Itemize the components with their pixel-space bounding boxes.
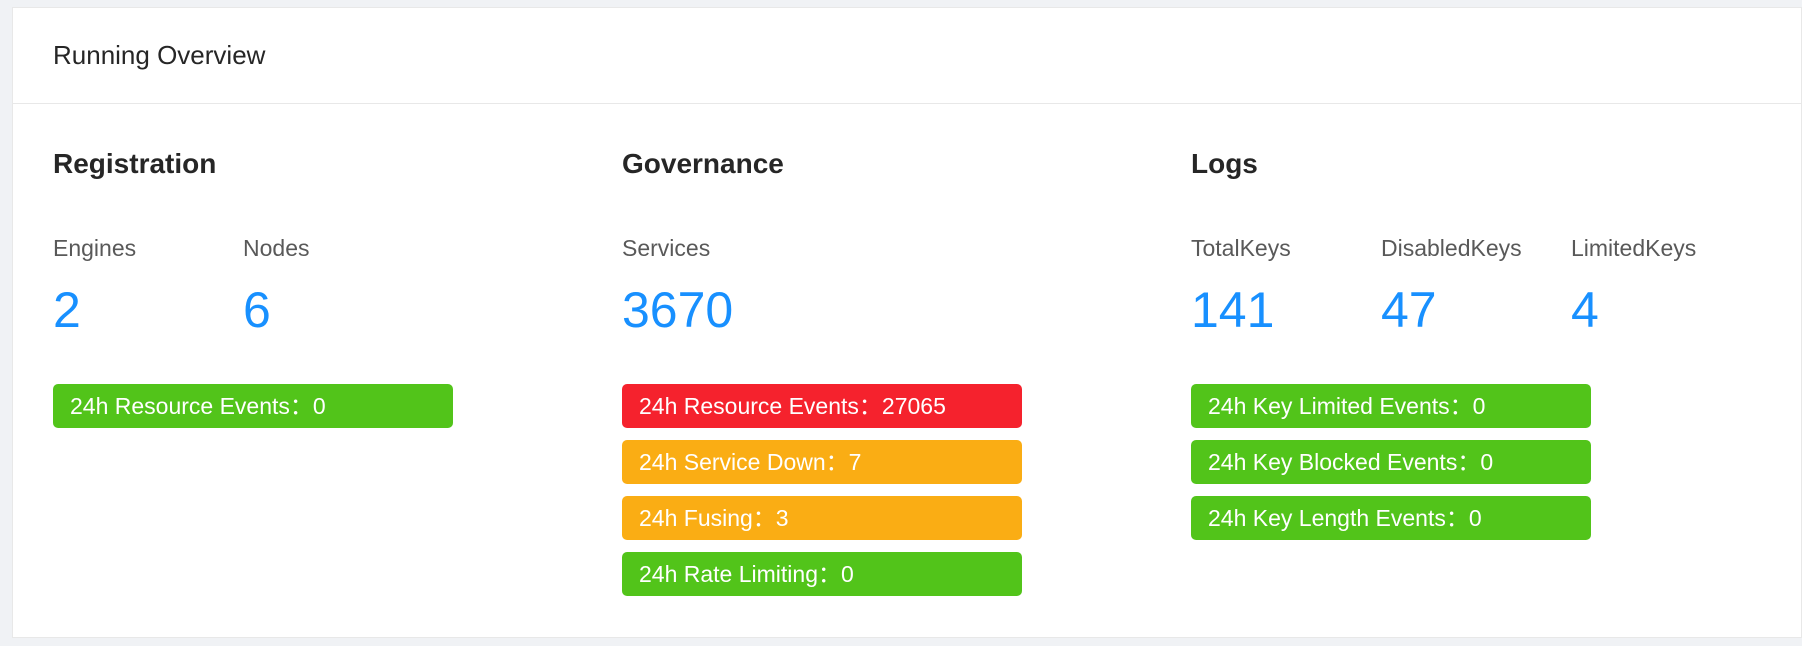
- card-body: Registration Engines 2 Nodes 6 24h Resou…: [13, 104, 1801, 638]
- stat-value: 6: [243, 282, 271, 338]
- logs-title: Logs: [1191, 148, 1258, 179]
- badge-key-limited-events[interactable]: 24h Key Limited Events：0: [1191, 384, 1591, 428]
- badge-service-down[interactable]: 24h Service Down：7: [622, 440, 1022, 484]
- stat-label: LimitedKeys: [1571, 235, 1697, 261]
- badge-rate-limiting[interactable]: 24h Rate Limiting：0: [622, 552, 1022, 596]
- stat-value: 3670: [622, 282, 734, 338]
- badge-key-blocked-events[interactable]: 24h Key Blocked Events：0: [1191, 440, 1591, 484]
- badge-resource-events[interactable]: 24h Resource Events：27065: [622, 384, 1022, 428]
- governance-title: Governance: [622, 148, 784, 179]
- card-header: Running Overview: [13, 8, 1801, 104]
- stat-value: 4: [1571, 282, 1599, 338]
- stat-label: TotalKeys: [1191, 235, 1291, 261]
- registration-title: Registration: [53, 148, 217, 179]
- stat-value: 141: [1191, 282, 1275, 338]
- stat-nodes: Nodes 6: [243, 235, 433, 335]
- stat-value: 2: [53, 282, 81, 338]
- stat-label: Nodes: [243, 235, 310, 261]
- stat-services: Services 3670: [622, 235, 812, 335]
- stat-disabled-keys: DisabledKeys 47: [1381, 235, 1571, 335]
- stat-limited-keys: LimitedKeys 4: [1571, 235, 1761, 335]
- card-title: Running Overview: [53, 40, 266, 70]
- badge-key-length-events[interactable]: 24h Key Length Events：0: [1191, 496, 1591, 540]
- badge-fusing[interactable]: 24h Fusing：3: [622, 496, 1022, 540]
- badge-resource-events[interactable]: 24h Resource Events：0: [53, 384, 453, 428]
- stat-label: DisabledKeys: [1381, 235, 1522, 261]
- stat-total-keys: TotalKeys 141: [1191, 235, 1381, 335]
- stat-label: Services: [622, 235, 711, 261]
- stat-value: 47: [1381, 282, 1437, 338]
- stat-engines: Engines 2: [53, 235, 243, 335]
- running-overview-card: Running Overview Registration Engines 2 …: [12, 7, 1802, 638]
- stat-label: Engines: [53, 235, 137, 261]
